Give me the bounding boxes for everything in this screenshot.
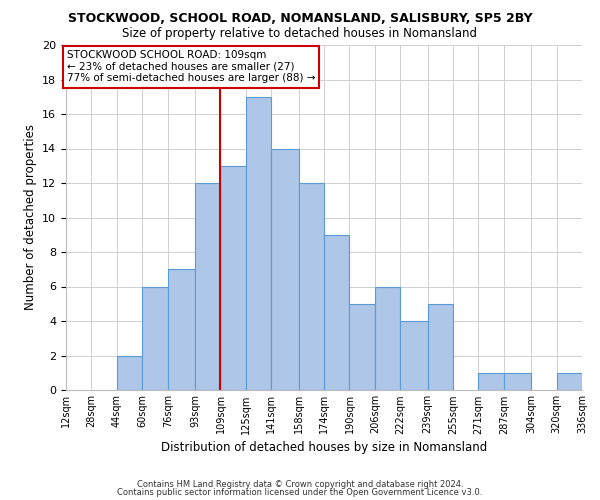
Bar <box>478 373 504 390</box>
Text: Contains public sector information licensed under the Open Government Licence v3: Contains public sector information licen… <box>118 488 482 497</box>
Bar <box>142 286 168 390</box>
Bar <box>375 286 400 390</box>
Bar <box>557 373 582 390</box>
Bar <box>168 269 195 390</box>
Text: STOCKWOOD, SCHOOL ROAD, NOMANSLAND, SALISBURY, SP5 2BY: STOCKWOOD, SCHOOL ROAD, NOMANSLAND, SALI… <box>68 12 532 26</box>
Y-axis label: Number of detached properties: Number of detached properties <box>23 124 37 310</box>
Text: Contains HM Land Registry data © Crown copyright and database right 2024.: Contains HM Land Registry data © Crown c… <box>137 480 463 489</box>
Bar <box>195 183 220 390</box>
Bar <box>324 235 349 390</box>
Text: STOCKWOOD SCHOOL ROAD: 109sqm
← 23% of detached houses are smaller (27)
77% of s: STOCKWOOD SCHOOL ROAD: 109sqm ← 23% of d… <box>67 50 315 84</box>
Bar <box>504 373 531 390</box>
Bar <box>246 97 271 390</box>
Bar <box>299 183 324 390</box>
Bar <box>400 321 428 390</box>
Bar <box>349 304 375 390</box>
Text: Size of property relative to detached houses in Nomansland: Size of property relative to detached ho… <box>122 28 478 40</box>
Bar <box>271 148 299 390</box>
Bar <box>220 166 246 390</box>
Bar <box>117 356 142 390</box>
X-axis label: Distribution of detached houses by size in Nomansland: Distribution of detached houses by size … <box>161 440 487 454</box>
Bar <box>428 304 453 390</box>
